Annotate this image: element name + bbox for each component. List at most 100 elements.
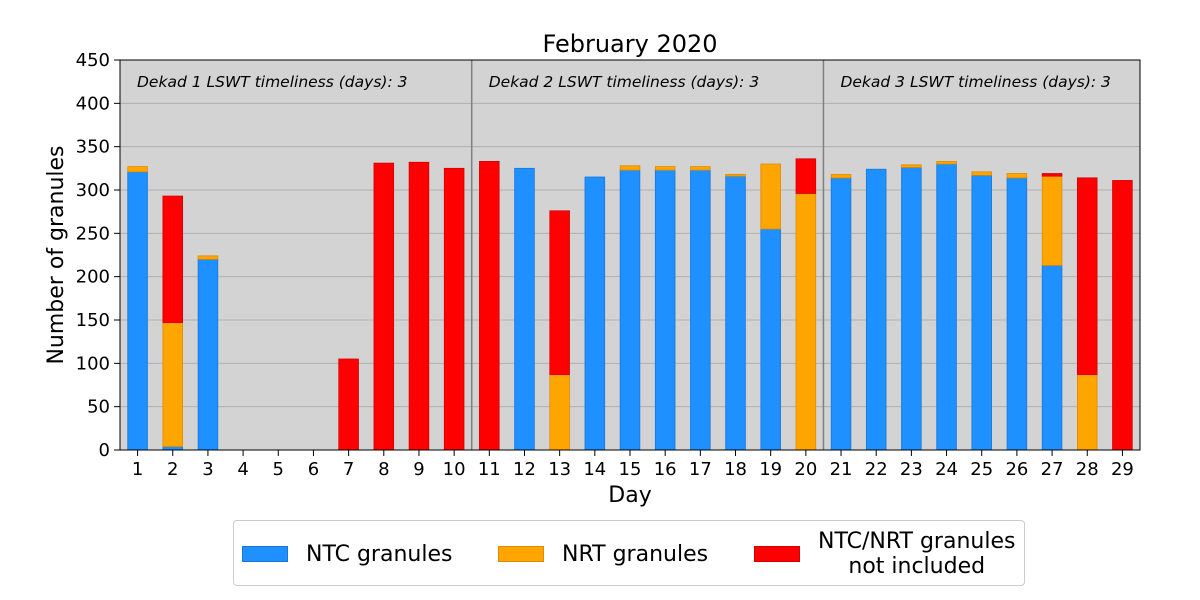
bar-nrt-day-18	[725, 173, 746, 177]
bar-nrt-day-23	[901, 164, 922, 168]
dekad-annotation-1: Dekad 1 LSWT timeliness (days): 3	[137, 73, 407, 91]
bar-not-included-day-20	[795, 158, 817, 194]
bar-nrt-day-3	[197, 255, 219, 260]
x-tick-label: 14	[583, 459, 606, 480]
bar-ntc-day-26	[1006, 177, 1028, 451]
legend-label-not-included: NTC/NRT granules not included	[818, 529, 1016, 579]
bar-not-included-day-27	[1041, 173, 1063, 177]
bar-ntc-day-2	[162, 446, 184, 451]
y-tick-label: 350	[76, 137, 110, 158]
chart-title: February 2020	[542, 30, 717, 58]
bar-not-included-day-11	[479, 160, 500, 451]
bar-not-included-day-7	[338, 358, 359, 451]
bar-nrt-day-13	[549, 374, 570, 451]
legend-swatch-ntc	[242, 546, 288, 562]
x-tick-label: 27	[1041, 459, 1064, 480]
bar-ntc-day-16	[654, 169, 676, 451]
dekad-separators	[470, 60, 825, 450]
bar-nrt-day-27	[1041, 175, 1063, 266]
bar-ntc-day-25	[971, 174, 992, 451]
y-tick-label: 450	[76, 50, 110, 71]
y-tick-label: 250	[76, 223, 110, 244]
legend-item-not-included: NTC/NRT granules not included	[754, 521, 1015, 587]
bar-nrt-day-19	[760, 163, 781, 230]
x-tick-label: 23	[900, 459, 923, 480]
legend-item-ntc: NTC granules	[242, 521, 452, 587]
x-tick-label: 15	[619, 459, 642, 480]
x-tick-label: 7	[343, 459, 354, 480]
bar-ntc-day-15	[619, 169, 641, 451]
x-tick-label: 9	[413, 459, 424, 480]
bar-nrt-day-17	[690, 166, 711, 171]
bar-ntc-day-21	[830, 177, 852, 451]
bar-nrt-day-25	[971, 171, 992, 176]
x-tick-label: 24	[935, 459, 958, 480]
x-tick-label: 13	[548, 459, 571, 480]
x-tick-label: 19	[759, 459, 782, 480]
x-tick-label: 21	[830, 459, 853, 480]
bar-not-included-day-29	[1112, 180, 1133, 451]
x-tick-label: 28	[1076, 459, 1099, 480]
bar-ntc-day-24	[936, 163, 957, 451]
bar-ntc-day-1	[127, 171, 148, 451]
x-tick-label: 17	[689, 459, 712, 480]
x-tick-label: 12	[513, 459, 536, 480]
x-tick-label: 3	[202, 459, 213, 480]
bar-ntc-day-19	[760, 228, 781, 451]
bar-nrt-day-21	[830, 173, 852, 179]
bar-not-included-day-10	[443, 167, 465, 451]
bar-ntc-day-27	[1041, 264, 1063, 451]
bar-nrt-day-26	[1006, 173, 1028, 179]
legend-swatch-not-included	[754, 546, 800, 562]
legend: NTC granules NRT granules NTC/NRT granul…	[233, 520, 1025, 586]
bars	[127, 158, 1133, 451]
x-tick-label: 16	[654, 459, 677, 480]
x-tick-label: 8	[378, 459, 389, 480]
bar-nrt-day-15	[619, 165, 641, 171]
bar-ntc-day-18	[725, 175, 746, 451]
legend-label-ntc: NTC granules	[306, 541, 453, 567]
y-axis-label: Number of granules	[44, 145, 69, 364]
bar-not-included-day-28	[1076, 177, 1098, 376]
y-tick-label: 50	[87, 397, 110, 418]
x-tick-label: 10	[443, 459, 466, 480]
bar-ntc-day-23	[901, 167, 922, 451]
bar-ntc-day-17	[690, 169, 711, 451]
bar-ntc-day-3	[197, 258, 219, 451]
bar-nrt-day-16	[654, 166, 676, 171]
bar-not-included-day-2	[162, 195, 184, 323]
bar-ntc-day-14	[584, 176, 606, 451]
x-tick-label: 20	[794, 459, 817, 480]
bar-nrt-day-28	[1076, 374, 1098, 451]
bar-not-included-day-8	[373, 162, 395, 451]
y-tick-label: 0	[99, 440, 110, 461]
x-tick-label: 29	[1111, 459, 1134, 480]
bar-nrt-day-1	[127, 166, 148, 173]
legend-label-nrt: NRT granules	[562, 541, 709, 567]
dekad-annotation-3: Dekad 3 LSWT timeliness (days): 3	[840, 73, 1110, 91]
x-tick-label: 5	[273, 459, 284, 480]
bar-ntc-day-22	[865, 168, 887, 451]
legend-item-nrt: NRT granules	[498, 521, 708, 587]
bar-ntc-day-12	[514, 167, 535, 451]
y-axis: 0 50 100 150 200 250 300 350 400 450	[76, 50, 120, 461]
bar-nrt-day-2	[162, 322, 184, 447]
y-tick-label: 200	[76, 267, 110, 288]
x-axis-label: Day	[608, 483, 651, 508]
x-tick-label: 6	[308, 459, 319, 480]
legend-swatch-nrt	[498, 546, 544, 562]
dekad-annotations: Dekad 1 LSWT timeliness (days): 3 Dekad 2…	[137, 73, 1111, 91]
y-tick-label: 150	[76, 310, 110, 331]
x-tick-label: 25	[970, 459, 993, 480]
x-tick-label: 1	[132, 459, 143, 480]
bar-not-included-day-13	[549, 210, 570, 376]
x-tick-label: 18	[724, 459, 747, 480]
bar-not-included-day-9	[408, 161, 430, 451]
chart: February 2020 Dekad 1 LSWT timeliness (d…	[44, 30, 1141, 508]
x-tick-label: 11	[478, 459, 501, 480]
y-tick-label: 100	[76, 353, 110, 374]
y-tick-label: 400	[76, 93, 110, 114]
bar-nrt-day-20	[795, 193, 817, 451]
dekad-annotation-2: Dekad 2 LSWT timeliness (days): 3	[489, 73, 759, 91]
bar-nrt-day-24	[936, 160, 957, 165]
